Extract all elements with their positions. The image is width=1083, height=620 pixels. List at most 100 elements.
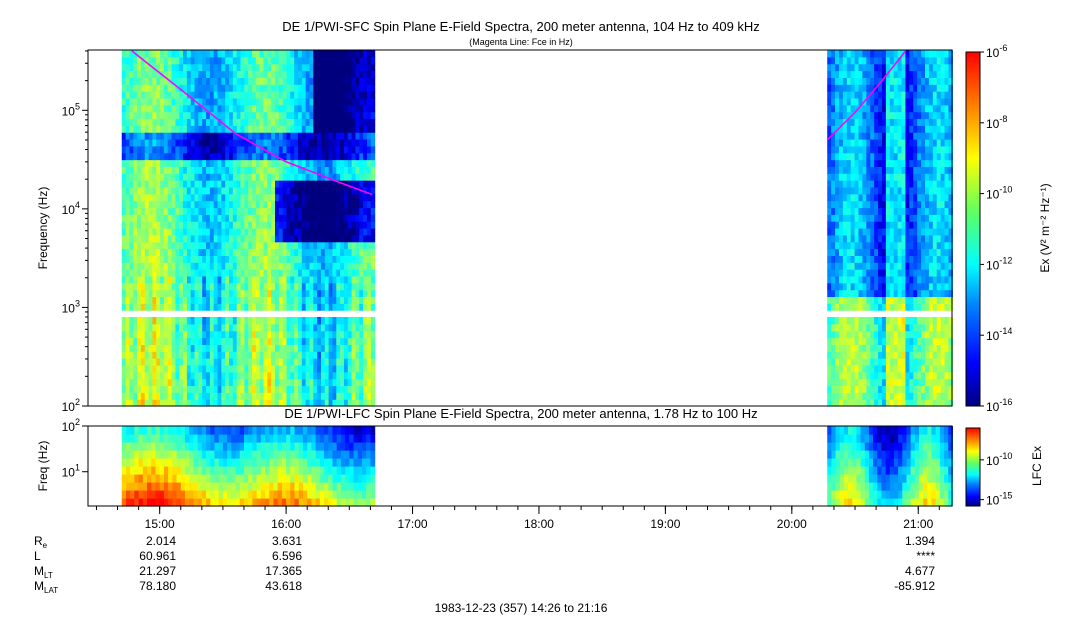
top-heatmap-cell [244, 399, 249, 407]
top-heatmap-cell [324, 207, 330, 215]
top-heatmap-cell [842, 152, 848, 161]
top-heatmap-cell [167, 132, 173, 140]
top-heatmap-cell [163, 125, 169, 133]
top-heatmap-cell [267, 358, 272, 366]
top-heatmap-cell [874, 248, 879, 256]
top-heatmap-cell [317, 392, 322, 400]
top-heatmap-cell [183, 186, 188, 195]
top-heatmap-cell [309, 221, 314, 229]
top-heatmap-cell [206, 317, 211, 325]
top-heatmap-cell [248, 104, 253, 113]
top-heatmap-cell [286, 262, 291, 270]
top-heatmap-cell [236, 200, 242, 209]
top-heatmap-cell [140, 364, 146, 373]
top-heatmap-cell [858, 200, 864, 209]
top-heatmap-cell [838, 282, 844, 291]
top-heatmap-cell [297, 269, 303, 277]
top-heatmap-cell [948, 125, 953, 133]
top-heatmap-cell [278, 193, 284, 202]
top-heatmap-cell [183, 118, 188, 126]
top-heatmap-cell [305, 317, 311, 325]
top-heatmap-cell [144, 186, 150, 195]
top-heatmap-cell [932, 152, 938, 161]
top-heatmap-cell [831, 378, 836, 387]
top-heatmap-cell [905, 125, 910, 133]
top-heatmap-cell [125, 91, 131, 99]
top-heatmap-cell [301, 166, 307, 174]
top-heatmap-cell [236, 207, 242, 215]
top-heatmap-cell [909, 296, 914, 304]
top-heatmap-cell [370, 289, 376, 298]
top-heatmap-cell [194, 282, 199, 291]
top-heatmap-cell [221, 364, 226, 373]
top-heatmap-cell [370, 97, 376, 106]
top-heatmap-cell [286, 166, 291, 174]
top-heatmap-cell [263, 91, 268, 99]
top-heatmap-cell [858, 289, 864, 298]
top-heatmap-cell [179, 392, 184, 400]
top-heatmap-cell [263, 289, 268, 298]
top-heatmap-cell [351, 186, 357, 195]
top-heatmap-cell [206, 97, 211, 106]
top-heatmap-cell [209, 152, 215, 161]
top-heatmap-cell [290, 84, 295, 92]
top-heatmap-cell [917, 392, 922, 400]
top-heatmap-cell [167, 296, 173, 304]
top-heatmap-cell [359, 145, 364, 154]
top-heatmap-cell [198, 364, 203, 373]
top-heatmap-cell [842, 166, 848, 174]
top-heatmap-cell [125, 241, 131, 250]
top-heatmap-cell [148, 275, 153, 284]
top-heatmap-cell [881, 180, 887, 188]
top-heatmap-cell [160, 234, 165, 243]
top-heatmap-cell [167, 200, 173, 209]
top-heatmap-cell [209, 214, 215, 222]
top-heatmap-cell [240, 214, 245, 222]
top-heatmap-cell [309, 330, 314, 339]
top-heatmap-cell [305, 91, 311, 99]
top-heatmap-cell [248, 118, 253, 126]
top-heatmap-cell [889, 214, 895, 222]
top-heatmap-cell [917, 166, 922, 174]
top-heatmap-cell [336, 91, 341, 99]
top-heatmap-cell [328, 166, 334, 174]
top-heatmap-cell [858, 63, 864, 72]
top-heatmap-cell [862, 228, 867, 236]
top-heatmap-cell [917, 330, 922, 339]
top-heatmap-cell [313, 207, 318, 215]
top-heatmap-cell [156, 275, 161, 284]
top-heatmap-cell [183, 358, 188, 366]
top-heatmap-cell [854, 104, 860, 113]
top-heatmap-cell [209, 241, 215, 250]
top-heatmap-cell [854, 282, 860, 291]
top-heatmap-cell [336, 385, 341, 393]
top-heatmap-cell [846, 241, 852, 250]
top-heatmap-cell [148, 132, 153, 140]
top-heatmap-cell [171, 200, 176, 209]
top-heatmap-cell [183, 303, 188, 311]
top-heatmap-cell [209, 344, 215, 352]
top-heatmap-cell [932, 77, 938, 85]
top-heatmap-cell [878, 330, 883, 339]
top-heatmap-cell [917, 84, 922, 92]
top-heatmap-cell [850, 282, 856, 291]
top-heatmap-cell [850, 330, 856, 339]
top-heatmap-cell [140, 241, 146, 250]
top-heatmap-cell [893, 358, 899, 366]
top-heatmap-cell [121, 289, 127, 298]
top-heatmap-cell [236, 385, 242, 393]
top-heatmap-cell [370, 91, 376, 99]
top-heatmap-cell [179, 91, 184, 99]
top-heatmap-cell [370, 221, 376, 229]
top-heatmap-cell [925, 125, 930, 133]
top-heatmap-cell [893, 118, 899, 126]
top-heatmap-cell [948, 84, 953, 92]
top-heatmap-cell [305, 77, 311, 85]
top-heatmap-cell [294, 214, 299, 222]
top-heatmap-cell [874, 269, 879, 277]
top-heatmap-cell [175, 97, 180, 106]
top-heatmap-cell [901, 248, 907, 256]
top-heatmap-cell [202, 180, 207, 188]
top-heatmap-cell [336, 173, 341, 181]
top-heatmap-cell [229, 364, 234, 373]
